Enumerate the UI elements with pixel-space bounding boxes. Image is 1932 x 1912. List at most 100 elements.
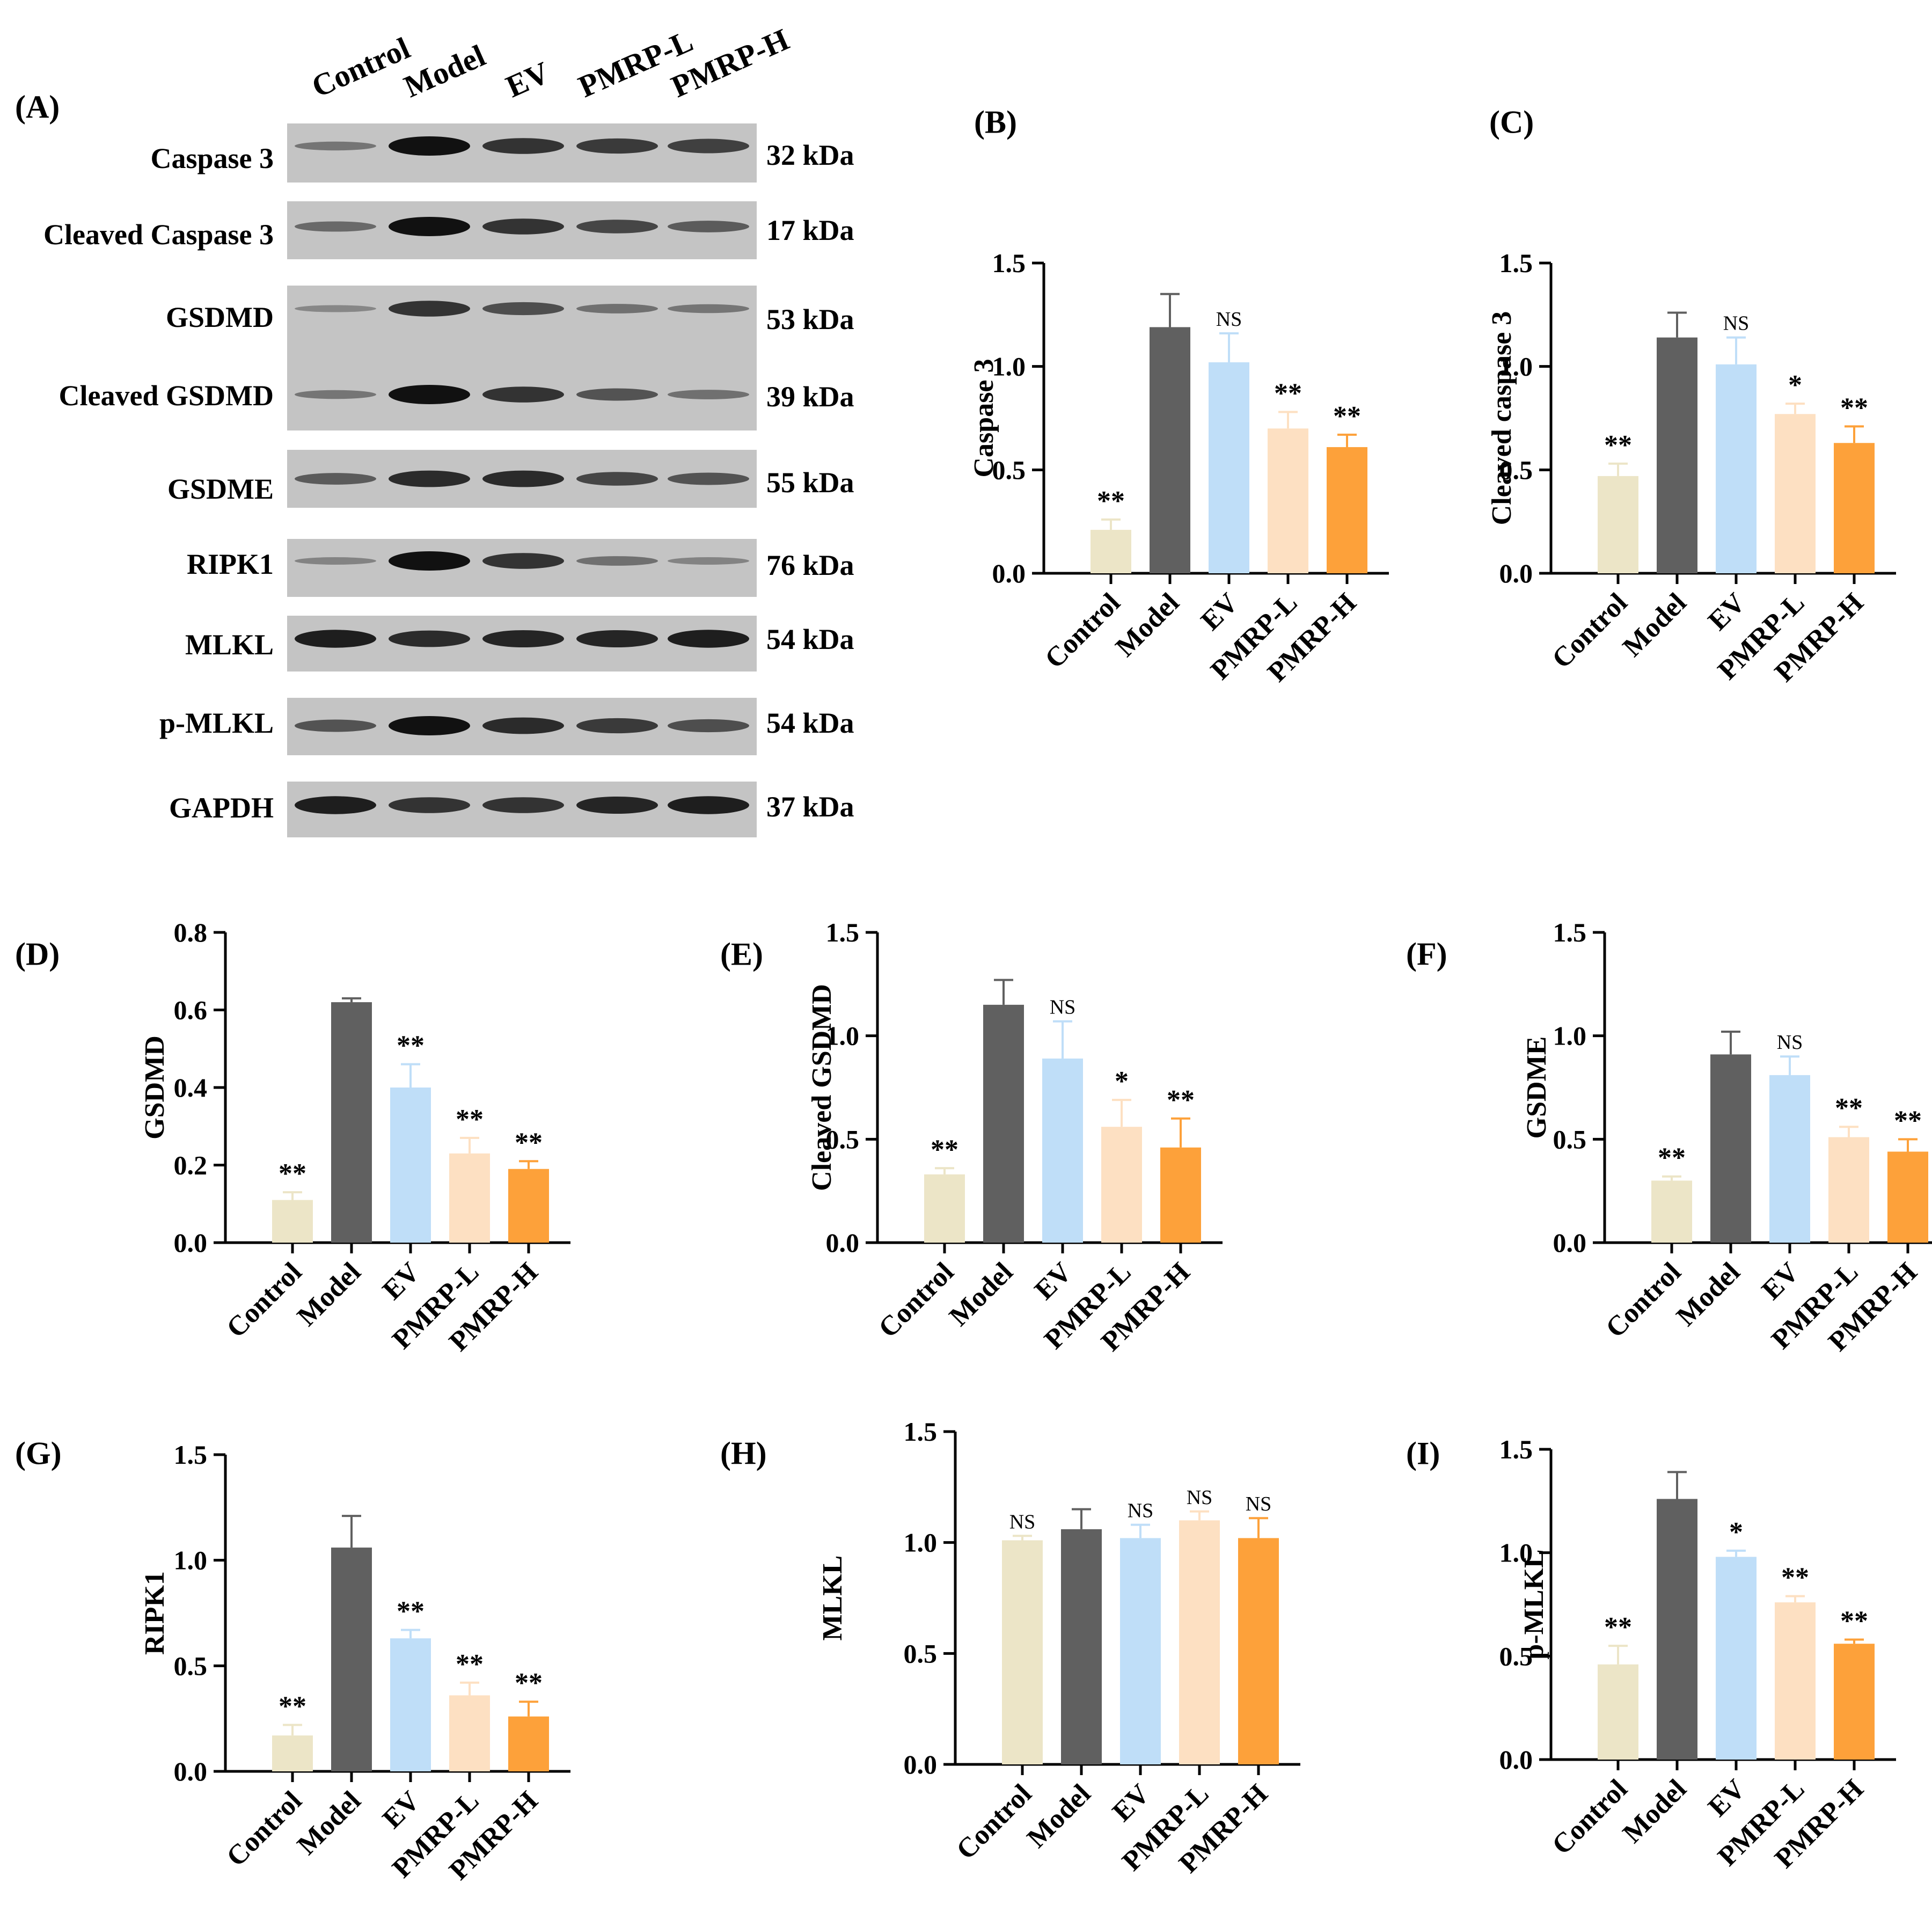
chart-e: (E) 0.0 0.5 1.0 1.5 Cleaved GSDMD Control ** Mod… <box>720 917 1223 1358</box>
bar-ev <box>1716 1557 1757 1760</box>
blot-band <box>668 472 749 485</box>
x-tick-label: Model <box>943 1257 1019 1332</box>
blot-band <box>668 557 749 565</box>
panel-letter: (I) <box>1406 1435 1440 1471</box>
x-tick-label: Model <box>291 1785 367 1860</box>
blot-band <box>389 385 470 404</box>
significance-label: NS <box>1777 1031 1803 1054</box>
significance-label: NS <box>1050 996 1076 1019</box>
y-tick-label: 0.5 <box>904 1638 938 1668</box>
band-label-cleaved-caspase3: Cleaved Caspase 3 <box>43 218 274 251</box>
significance-label: ** <box>397 1596 425 1626</box>
y-tick-label: 0.5 <box>826 1124 860 1154</box>
blot-band <box>576 630 658 648</box>
x-tick-label: Control <box>1546 1774 1633 1860</box>
blot-band <box>576 388 658 401</box>
x-tick-label: Control <box>873 1257 960 1344</box>
chart-c: (C) 0.0 0.5 1.0 1.5 Cleaved caspase 3 Control *… <box>1487 104 1896 688</box>
bar-control <box>1651 1180 1692 1243</box>
significance-label: NS <box>1246 1493 1272 1515</box>
significance-label: ** <box>1894 1105 1922 1136</box>
blot-band <box>389 136 470 156</box>
y-tick-label: 0.2 <box>174 1150 208 1180</box>
y-tick-label: 0.0 <box>826 1228 860 1258</box>
y-tick-label: 1.0 <box>1553 1021 1587 1051</box>
blot-band <box>482 386 564 403</box>
bar-pmrp-h <box>1160 1147 1201 1243</box>
significance-label: ** <box>1604 1612 1632 1643</box>
blot-band <box>295 630 376 648</box>
y-axis-label: GSDMD <box>140 1035 170 1140</box>
bar-pmrp-l <box>1775 414 1816 573</box>
significance-label: NS <box>1216 308 1242 331</box>
y-tick-label: 0.0 <box>904 1749 938 1779</box>
bar-model <box>1657 337 1697 573</box>
blot-band <box>576 796 658 814</box>
blot-band <box>295 390 376 399</box>
blot-band <box>576 138 658 154</box>
significance-label: * <box>1115 1066 1129 1097</box>
bar-ev <box>1769 1075 1810 1243</box>
y-tick-label: 0.8 <box>174 917 208 947</box>
y-tick-label: 0.0 <box>1499 558 1533 588</box>
y-tick-label: 1.5 <box>1499 1434 1533 1464</box>
blot-band <box>576 556 658 566</box>
band-label-caspase3: Caspase 3 <box>150 142 274 174</box>
y-tick-label: 1.0 <box>1499 1538 1533 1568</box>
x-tick-label: EV <box>1702 1774 1751 1822</box>
y-tick-label: 0.0 <box>174 1228 208 1258</box>
blot-band <box>482 797 564 813</box>
chart-b: (B) 0.0 0.5 1.0 1.5 Caspase 3 Control ** Model EV… <box>969 104 1389 688</box>
blot-band <box>389 301 470 317</box>
y-axis-label: Caspase 3 <box>969 359 999 477</box>
blot-band <box>295 305 376 312</box>
bar-pmrp-l <box>1828 1137 1869 1243</box>
band-label-gsdmd: GSDMD <box>166 301 274 333</box>
blot-band <box>668 221 749 232</box>
y-axis-label: MLKL <box>817 1556 848 1641</box>
y-tick-label: 0.0 <box>992 558 1026 588</box>
x-tick-label: Model <box>1671 1257 1746 1332</box>
kda-label-ripk1: 76 kDa <box>766 549 854 581</box>
bar-pmrp-h <box>1238 1538 1279 1764</box>
bar-model <box>331 1548 372 1771</box>
x-tick-label: Model <box>1110 587 1185 662</box>
x-tick-label: EV <box>377 1785 426 1834</box>
blot-band <box>295 557 376 565</box>
blot-band <box>576 472 658 486</box>
y-tick-label: 1.0 <box>992 352 1026 382</box>
y-axis-label: Cleaved GSDMD <box>807 984 837 1191</box>
panel-letter: (G) <box>15 1435 62 1471</box>
bar-pmrp-l <box>1179 1520 1220 1764</box>
blot-band <box>389 551 470 571</box>
significance-label: ** <box>397 1031 425 1061</box>
blot-band <box>295 141 376 151</box>
bar-ev <box>1042 1059 1083 1243</box>
x-tick-label: EV <box>1702 587 1751 636</box>
kda-label-caspase3: 32 kDa <box>766 139 854 171</box>
y-tick-label: 0.5 <box>1553 1124 1587 1154</box>
bar-control <box>1002 1540 1043 1764</box>
panel-letter: (F) <box>1406 936 1447 972</box>
y-tick-label: 0.0 <box>1553 1228 1587 1258</box>
panel-letter: (H) <box>720 1435 767 1471</box>
bar-control <box>1598 476 1638 573</box>
bar-ev <box>1120 1538 1161 1764</box>
blot-band <box>576 718 658 734</box>
panel-letter: (E) <box>720 936 763 972</box>
significance-label: ** <box>1097 486 1125 516</box>
significance-label: ** <box>456 1649 484 1680</box>
x-tick-label: Model <box>1617 1774 1692 1849</box>
bar-pmrp-l <box>1101 1127 1142 1243</box>
bar-model <box>983 1004 1024 1243</box>
blot-band <box>482 470 564 487</box>
significance-label: ** <box>456 1104 484 1135</box>
blot-band <box>389 217 470 236</box>
blot-band <box>668 138 749 154</box>
bar-control <box>272 1200 313 1243</box>
y-axis-label: Cleaved caspase 3 <box>1487 311 1517 526</box>
